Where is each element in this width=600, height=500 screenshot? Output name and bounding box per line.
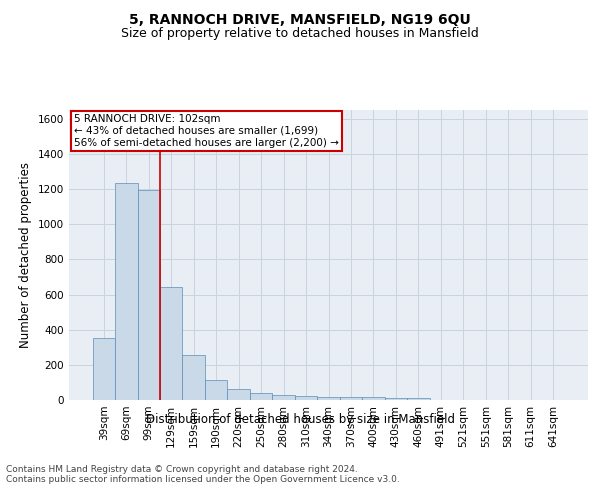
Text: Contains HM Land Registry data © Crown copyright and database right 2024.
Contai: Contains HM Land Registry data © Crown c…: [6, 465, 400, 484]
Bar: [205, 380, 227, 400]
Bar: [317, 397, 340, 400]
Bar: [227, 388, 250, 400]
Text: Size of property relative to detached houses in Mansfield: Size of property relative to detached ho…: [121, 28, 479, 40]
Bar: [115, 183, 137, 400]
Text: 5 RANNOCH DRIVE: 102sqm
← 43% of detached houses are smaller (1,699)
56% of semi: 5 RANNOCH DRIVE: 102sqm ← 43% of detache…: [74, 114, 339, 148]
Bar: [250, 393, 272, 400]
Bar: [182, 355, 205, 400]
Bar: [407, 398, 430, 400]
Bar: [295, 396, 317, 400]
Text: 5, RANNOCH DRIVE, MANSFIELD, NG19 6QU: 5, RANNOCH DRIVE, MANSFIELD, NG19 6QU: [129, 12, 471, 26]
Text: Distribution of detached houses by size in Mansfield: Distribution of detached houses by size …: [146, 412, 455, 426]
Bar: [272, 394, 295, 400]
Y-axis label: Number of detached properties: Number of detached properties: [19, 162, 32, 348]
Bar: [137, 190, 160, 400]
Bar: [340, 397, 362, 400]
Bar: [385, 398, 407, 400]
Bar: [160, 286, 182, 400]
Bar: [92, 338, 115, 400]
Bar: [362, 397, 385, 400]
